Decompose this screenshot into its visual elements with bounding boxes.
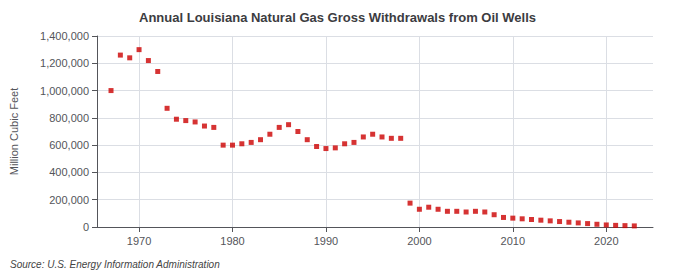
svg-text:1,200,000: 1,200,000 bbox=[40, 57, 89, 69]
svg-text:400,000: 400,000 bbox=[49, 166, 89, 178]
svg-text:2020: 2020 bbox=[594, 235, 618, 247]
svg-text:1990: 1990 bbox=[314, 235, 338, 247]
svg-text:2000: 2000 bbox=[407, 235, 431, 247]
svg-text:Source: U.S. Energy Informatio: Source: U.S. Energy Information Administ… bbox=[10, 259, 220, 270]
svg-text:Annual Louisiana Natural Gas G: Annual Louisiana Natural Gas Gross Withd… bbox=[139, 10, 536, 25]
svg-text:Million Cubic Feet: Million Cubic Feet bbox=[8, 88, 20, 175]
svg-text:1980: 1980 bbox=[220, 235, 244, 247]
svg-text:0: 0 bbox=[83, 221, 89, 233]
svg-text:1,400,000: 1,400,000 bbox=[40, 30, 89, 42]
svg-text:1970: 1970 bbox=[127, 235, 151, 247]
svg-text:600,000: 600,000 bbox=[49, 139, 89, 151]
svg-text:2010: 2010 bbox=[501, 235, 525, 247]
svg-text:800,000: 800,000 bbox=[49, 112, 89, 124]
svg-text:1,000,000: 1,000,000 bbox=[40, 85, 89, 97]
svg-text:200,000: 200,000 bbox=[49, 194, 89, 206]
